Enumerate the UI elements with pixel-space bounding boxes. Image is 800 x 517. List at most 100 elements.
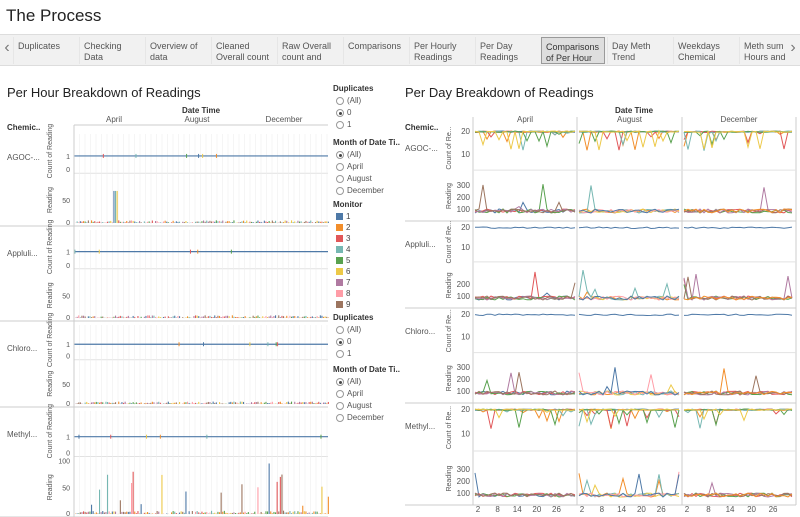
- tab-5[interactable]: Comparisons: [343, 37, 407, 64]
- left-reading-bar: [323, 222, 325, 223]
- radio-icon[interactable]: [336, 350, 344, 358]
- left-reading-bar: [119, 500, 121, 514]
- duplicates-filter-2-option[interactable]: 0: [333, 336, 373, 348]
- monitor-item[interactable]: 4: [333, 244, 362, 255]
- left-reading-bar: [326, 221, 328, 223]
- month-filter-2-option[interactable]: April: [333, 388, 400, 400]
- duplicates-filter-2-option[interactable]: 1: [333, 348, 373, 360]
- radio-icon[interactable]: [336, 187, 344, 195]
- radio-icon[interactable]: [336, 402, 344, 410]
- right-reading-axis: Reading: [446, 272, 453, 298]
- left-reading-bar: [241, 317, 243, 318]
- monitor-legend-title: Monitor: [333, 200, 363, 209]
- left-reading-bar: [102, 316, 104, 318]
- color-swatch-icon: [336, 268, 343, 275]
- month-filter-option[interactable]: December: [333, 185, 400, 197]
- right-reading-line: [474, 295, 576, 301]
- left-reading-bar: [121, 316, 123, 318]
- month-filter-option[interactable]: August: [333, 173, 400, 185]
- left-reading-bar: [233, 220, 235, 223]
- left-reading-bar: [179, 316, 181, 318]
- left-reading-bar: [319, 315, 321, 318]
- left-reading-bar: [113, 402, 115, 404]
- monitor-item[interactable]: 6: [333, 266, 362, 277]
- left-reading-axis: Reading: [47, 474, 54, 500]
- left-reading-bar: [172, 402, 174, 404]
- tab-11[interactable]: Meth sum Hours and: [739, 37, 788, 64]
- monitor-item[interactable]: 1: [333, 211, 362, 222]
- monitor-item[interactable]: 9: [333, 299, 362, 310]
- left-reading-bar: [279, 401, 281, 404]
- left-count-tick: 0: [66, 167, 70, 174]
- left-reading-bar: [111, 402, 113, 404]
- radio-icon[interactable]: [336, 338, 344, 346]
- left-reading-bar: [148, 512, 150, 514]
- tab-2[interactable]: Overview of data Checking: [145, 37, 209, 64]
- left-reading-bar: [233, 512, 235, 514]
- left-reading-bar: [297, 402, 299, 404]
- radio-icon[interactable]: [336, 414, 344, 422]
- month-filter-option[interactable]: (All): [333, 149, 400, 161]
- left-reading-bar: [315, 403, 317, 404]
- radio-icon[interactable]: [336, 378, 344, 386]
- tab-1[interactable]: Checking Data: [79, 37, 143, 64]
- left-reading-bar: [163, 221, 165, 223]
- left-reading-bar: [155, 513, 157, 514]
- left-reading-bar: [87, 403, 89, 404]
- left-reading-bar: [308, 402, 310, 404]
- radio-icon[interactable]: [336, 326, 344, 334]
- chevron-right-icon[interactable]: ›: [790, 39, 796, 56]
- left-reading-bar: [311, 316, 313, 318]
- left-reading-bar: [308, 221, 310, 223]
- month-filter-2-option[interactable]: August: [333, 400, 400, 412]
- radio-icon[interactable]: [336, 97, 344, 105]
- tab-6[interactable]: Per Hourly Readings and: [409, 37, 473, 64]
- tab-7[interactable]: Per Day Readings And: [475, 37, 539, 64]
- radio-icon[interactable]: [336, 109, 344, 117]
- monitor-item[interactable]: 8: [333, 288, 362, 299]
- left-reading-bar: [323, 316, 325, 318]
- duplicates-filter-option[interactable]: 0: [333, 107, 373, 119]
- left-reading-bar: [204, 315, 206, 318]
- left-reading-bar: [167, 401, 169, 404]
- tab-0[interactable]: Duplicates: [13, 37, 77, 64]
- left-reading-bar: [231, 402, 233, 404]
- left-reading-bar: [79, 512, 81, 514]
- page-title: The Process: [6, 6, 102, 25]
- tab-9[interactable]: Day Meth Trend analysis: [607, 37, 671, 64]
- monitor-item[interactable]: 5: [333, 255, 362, 266]
- left-reading-bar: [171, 403, 173, 404]
- right-reading-line: [474, 372, 576, 396]
- radio-icon[interactable]: [336, 163, 344, 171]
- monitor-item[interactable]: 3: [333, 233, 362, 244]
- duplicates-filter-2-option[interactable]: (All): [333, 324, 373, 336]
- radio-icon[interactable]: [336, 121, 344, 129]
- monitor-item[interactable]: 7: [333, 277, 362, 288]
- month-filter-option[interactable]: April: [333, 161, 400, 173]
- month-filter-2-option[interactable]: (All): [333, 376, 400, 388]
- left-reading-bar: [118, 220, 120, 223]
- left-reading-bar: [94, 316, 96, 318]
- chevron-left-icon[interactable]: ‹: [4, 39, 10, 56]
- left-reading-bar: [305, 511, 307, 514]
- left-reading-bar: [299, 221, 301, 223]
- right-reading-line: [578, 185, 680, 214]
- monitor-item[interactable]: 2: [333, 222, 362, 233]
- radio-icon[interactable]: [336, 151, 344, 159]
- duplicates-filter-option[interactable]: (All): [333, 95, 373, 107]
- month-filter-2-option[interactable]: December: [333, 412, 400, 424]
- left-reading-bar: [129, 402, 131, 404]
- left-reading-bar: [81, 315, 83, 318]
- tab-8[interactable]: Comparisons of Per Hour: [541, 37, 605, 64]
- radio-icon[interactable]: [336, 175, 344, 183]
- tab-3[interactable]: Cleaned Overall count: [211, 37, 275, 64]
- tab-4[interactable]: Raw Overall count and: [277, 37, 341, 64]
- duplicates-filter-option[interactable]: 1: [333, 119, 373, 131]
- left-reading-bar: [251, 221, 253, 223]
- radio-icon[interactable]: [336, 390, 344, 398]
- tab-10[interactable]: Weekdays Chemical Trend: [673, 37, 737, 64]
- monitor-label: 7: [346, 278, 351, 287]
- left-reading-bar: [84, 316, 86, 318]
- per-day-title: Per Day Breakdown of Readings: [405, 85, 594, 100]
- left-reading-bar: [265, 401, 267, 404]
